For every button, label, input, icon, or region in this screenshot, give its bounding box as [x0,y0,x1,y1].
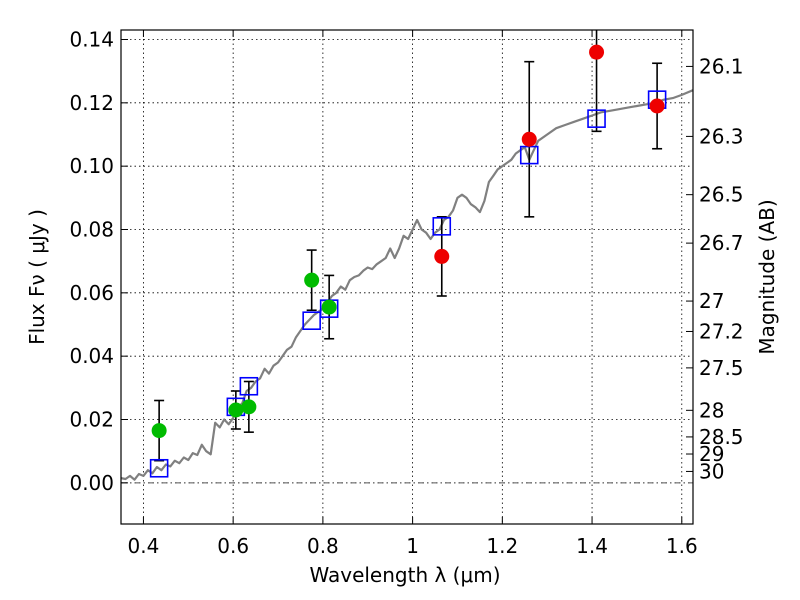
observed-optical-point [321,299,337,315]
model-spectrum [121,89,693,481]
observed-infrared-point [649,98,665,114]
plot-background [121,30,693,524]
magnitude-tick-label: 28 [699,398,724,422]
y-tick-label: 0.12 [69,91,114,115]
magnitude-tick-label: 27.5 [699,356,744,380]
x-tick-label: 0.8 [307,534,339,558]
y-tick-label: 0.08 [69,218,114,242]
magnitude-tick-label: 29 [699,442,724,466]
observed-optical-point [228,402,244,418]
observed-infrared-point [521,131,537,147]
observed-optical-point [151,423,167,439]
y-tick-label: 0.02 [69,408,114,432]
model-photometry-square [149,458,169,478]
observed-infrared-point [434,248,450,264]
x-tick-label: 0.6 [217,534,249,558]
magnitude-tick-label: 26.3 [699,124,744,148]
magnitude-tick-label: 28.5 [699,425,744,449]
y-tick-label: 0.06 [69,281,114,305]
spectrum-line [121,89,693,481]
plot-frame [120,29,694,525]
tick-labels: 0.4 0.6 0.8 1 1.2 1.4 1.6 0.00 0.02 0.04 0.06 0.08 0… [69,28,743,559]
axis-ticks [121,30,693,524]
y-tick-label: 0.14 [69,28,114,52]
magnitude-tick-label: 27.2 [699,319,744,343]
y-tick-label: 0.10 [69,154,114,178]
model-photometry-square [239,376,259,396]
y-axis-label: Flux Fν ( μJy ) [25,209,49,345]
magnitude-tick-label: 27 [699,289,724,313]
magnitude-tick-label: 26.1 [699,54,744,78]
x-tick-label: 1.6 [666,534,698,558]
model-photometry-square [432,217,452,236]
model-photometry-square [587,109,606,128]
magnitude-tick-label: 30 [699,459,724,483]
magnitude-tick-label: 26.5 [699,183,744,207]
model-photometry-square [302,311,321,331]
right-axis-label: Magnitude (AB) [755,199,779,354]
x-tick-label: 0.4 [128,534,160,558]
x-tick-label: 1.4 [576,534,608,558]
data-markers [149,44,667,478]
x-tick-label: 1.2 [486,534,518,558]
observed-optical-point [241,399,257,415]
x-tick-label: 1 [406,534,419,558]
observed-infrared-point [589,44,605,60]
x-axis-label: Wavelength λ (μm) [309,563,500,587]
y-tick-label: 0.00 [69,471,114,495]
observed-optical-point [304,272,320,288]
magnitude-tick-label: 26.7 [699,231,744,255]
y-tick-label: 0.04 [69,344,114,368]
